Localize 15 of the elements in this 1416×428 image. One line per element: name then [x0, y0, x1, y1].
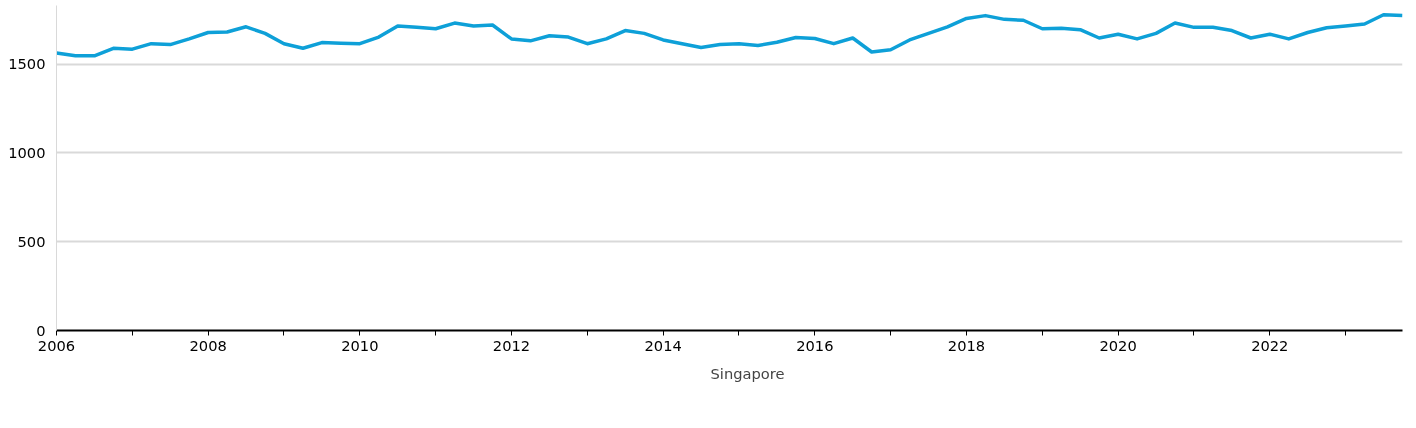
y-tick-label: 0 — [36, 321, 46, 339]
x-tick-label: 2012 — [492, 336, 531, 354]
x-tick-label: 2022 — [1251, 336, 1289, 354]
x-tick-label: 2016 — [796, 336, 834, 354]
line-series — [56, 12, 1403, 58]
y-tick-label: 1000 — [8, 143, 46, 161]
y-tick-label: 500 — [17, 232, 46, 250]
x-tick-label: 2018 — [947, 336, 986, 354]
y-tick-label: 1500 — [8, 55, 46, 73]
text: Singapore — [710, 364, 785, 382]
x-tick-label: 2020 — [1099, 336, 1137, 354]
x-tick-label: 2006 — [37, 336, 76, 354]
x-tick-label: 2008 — [189, 336, 227, 354]
x-tick-label: 2010 — [341, 336, 379, 354]
x-tick-label: 2014 — [644, 336, 682, 354]
